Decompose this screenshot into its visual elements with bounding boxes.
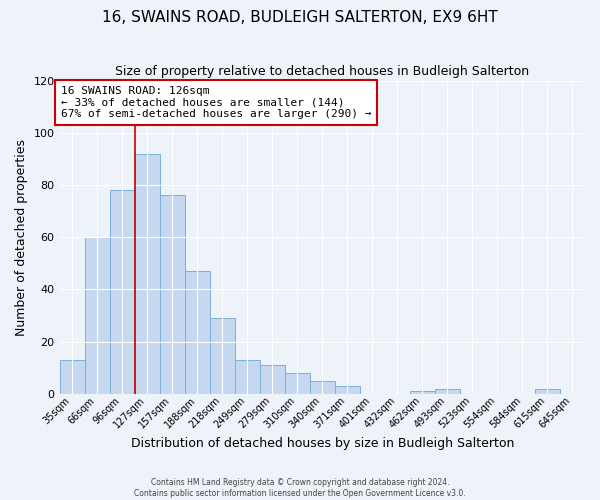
Title: Size of property relative to detached houses in Budleigh Salterton: Size of property relative to detached ho… [115, 65, 529, 78]
Text: 16 SWAINS ROAD: 126sqm
← 33% of detached houses are smaller (144)
67% of semi-de: 16 SWAINS ROAD: 126sqm ← 33% of detached… [61, 86, 371, 119]
Text: Contains HM Land Registry data © Crown copyright and database right 2024.
Contai: Contains HM Land Registry data © Crown c… [134, 478, 466, 498]
X-axis label: Distribution of detached houses by size in Budleigh Salterton: Distribution of detached houses by size … [131, 437, 514, 450]
Bar [160, 196, 185, 394]
Bar [59, 360, 85, 394]
Bar [435, 388, 460, 394]
Bar [410, 391, 435, 394]
Bar [535, 388, 560, 394]
Bar [110, 190, 134, 394]
Bar [235, 360, 260, 394]
Bar [185, 271, 209, 394]
Y-axis label: Number of detached properties: Number of detached properties [15, 138, 28, 336]
Bar [134, 154, 160, 394]
Bar [310, 380, 335, 394]
Bar [335, 386, 360, 394]
Bar [285, 373, 310, 394]
Bar [85, 237, 110, 394]
Text: 16, SWAINS ROAD, BUDLEIGH SALTERTON, EX9 6HT: 16, SWAINS ROAD, BUDLEIGH SALTERTON, EX9… [102, 10, 498, 25]
Bar [209, 318, 235, 394]
Bar [260, 365, 285, 394]
